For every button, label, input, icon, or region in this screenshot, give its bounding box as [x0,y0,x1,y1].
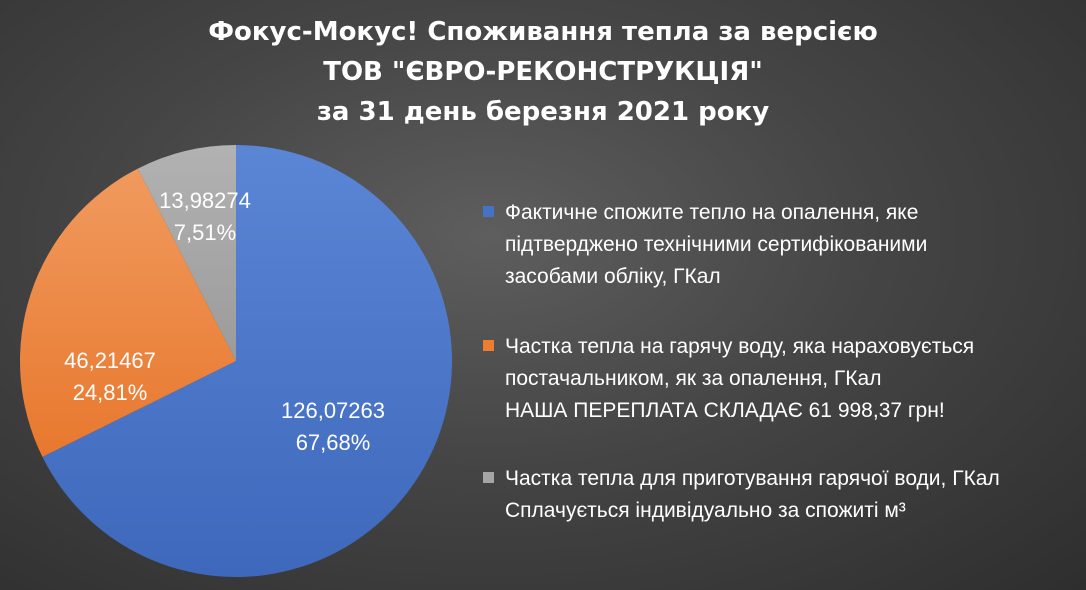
legend-item-1-line-3: засобами обліку, ГКал [505,265,721,288]
legend-item-2-line-1: Частка тепла на гарячу воду, яка нарахов… [505,335,974,358]
pie-slices [19,145,452,577]
pie-slice-3 [137,145,236,361]
chart-title-line-2: ТОВ "ЄВРО-РЕКОНСТРУКЦІЯ" [323,57,763,87]
legend-item-1-line-1: Фактичне спожите тепло на опалення, яке [505,201,918,224]
pie-slice-1 [42,145,452,577]
slice-3-percent-label: 7,51% [174,220,236,245]
data-labels: 126,07263 67,68% 46,21467 24,81% 13,98274 7,5… [64,188,385,455]
legend-item-3-line-1: Частка тепла для приготування гарячої во… [505,467,1000,490]
legend-item-2-line-3: НАША ПЕРЕПЛАТА СКЛАДАЄ 61 998,37 грн! [505,399,945,422]
slice-1-value-label: 126,07263 [281,398,385,423]
chart-title-line-1: Фокус-Мокус! Споживання тепла за версією [208,17,878,47]
legend-item-1-line-2: підтверджено технічними сертифікованими [505,233,927,256]
chart-title-line-3: за 31 день березня 2021 року [317,97,769,127]
slice-2-value-label: 46,21467 [64,348,156,373]
slice-2-percent-label: 24,81% [73,380,148,405]
chart-title: Фокус-Мокус! Споживання тепла за версією… [208,17,878,127]
legend-marker-3 [483,472,494,483]
slice-1-percent-label: 67,68% [296,430,371,455]
legend: Фактичне спожите тепло на опалення, яке п… [483,201,1000,522]
legend-marker-1 [483,206,494,217]
slice-3-value-label: 13,98274 [159,188,251,213]
legend-item-2-line-2: постачальником, як за опалення, ГКал [505,367,881,390]
legend-marker-2 [483,340,494,351]
legend-item-3-line-2: Сплачується індивідуально за спожиті м³ [505,499,906,522]
pie-slice-2 [19,168,236,457]
